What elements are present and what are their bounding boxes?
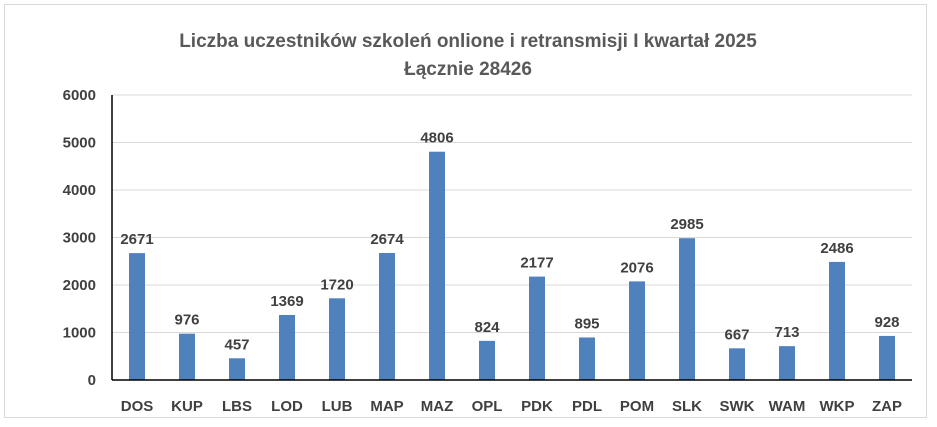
labels: 0 1000 2000 3000 4000 5000 6000 2671 DOS 976 KUP 45…	[63, 87, 902, 415]
bar	[829, 261, 845, 380]
chart-frame	[4, 4, 927, 418]
data-label: 2985	[670, 216, 703, 233]
y-tick-label: 0	[88, 372, 96, 389]
bar	[329, 298, 345, 380]
bar	[579, 337, 595, 380]
x-tick-label: DOS	[121, 398, 154, 415]
y-tick-label: 5000	[63, 135, 96, 152]
bar	[379, 252, 395, 380]
data-label: 1369	[270, 293, 303, 310]
x-tick-label: WAM	[769, 398, 806, 415]
y-tick-label: 1000	[63, 325, 96, 342]
x-tick-label: MAP	[370, 398, 403, 415]
x-tick-label: PDK	[521, 398, 553, 415]
data-label: 2486	[820, 240, 853, 257]
x-tick-label: LBS	[222, 398, 252, 415]
data-label: 2076	[620, 259, 653, 276]
data-label: 2674	[370, 231, 404, 248]
data-label: 824	[474, 319, 500, 336]
chart-subtitle: Łącznie 28426	[404, 59, 532, 80]
x-tick-label: MAZ	[421, 398, 454, 415]
bar	[429, 151, 445, 380]
bar	[729, 348, 745, 380]
x-tick-label: WKP	[820, 398, 855, 415]
axes	[111, 95, 912, 381]
x-tick-label: KUP	[171, 398, 203, 415]
x-tick-label: POM	[620, 398, 654, 415]
data-label: 2177	[520, 255, 553, 272]
x-tick-label: ZAP	[872, 398, 902, 415]
chart-title: Liczba uczestników szkoleń onlione i ret…	[179, 31, 757, 52]
y-tick-label: 2000	[63, 277, 96, 294]
bar	[179, 333, 195, 380]
data-label: 976	[174, 312, 199, 329]
y-tick-label: 4000	[63, 182, 96, 199]
data-label: 457	[224, 336, 249, 353]
bar	[679, 238, 695, 380]
data-label: 928	[874, 314, 899, 331]
data-label: 667	[724, 326, 749, 343]
x-tick-label: SWK	[720, 398, 755, 415]
bar	[879, 335, 895, 380]
data-label: 1720	[320, 276, 353, 293]
y-tick-label: 3000	[63, 230, 96, 247]
x-tick-label: LOD	[271, 398, 303, 415]
bar	[629, 281, 645, 380]
bar	[529, 276, 545, 380]
bar	[279, 314, 295, 380]
gridlines	[112, 94, 912, 333]
bar	[129, 253, 145, 380]
data-label: 895	[574, 315, 599, 332]
x-tick-label: LUB	[322, 398, 353, 415]
bars	[129, 151, 895, 380]
bar	[229, 358, 245, 380]
data-label: 713	[774, 324, 799, 341]
bar	[779, 346, 795, 380]
x-tick-label: SLK	[672, 398, 702, 415]
x-tick-label: PDL	[572, 398, 602, 415]
data-label: 2671	[120, 231, 153, 248]
y-tick-label: 6000	[63, 87, 96, 104]
bar	[479, 340, 495, 380]
data-label: 4806	[420, 130, 453, 147]
x-tick-label: OPL	[472, 398, 503, 415]
